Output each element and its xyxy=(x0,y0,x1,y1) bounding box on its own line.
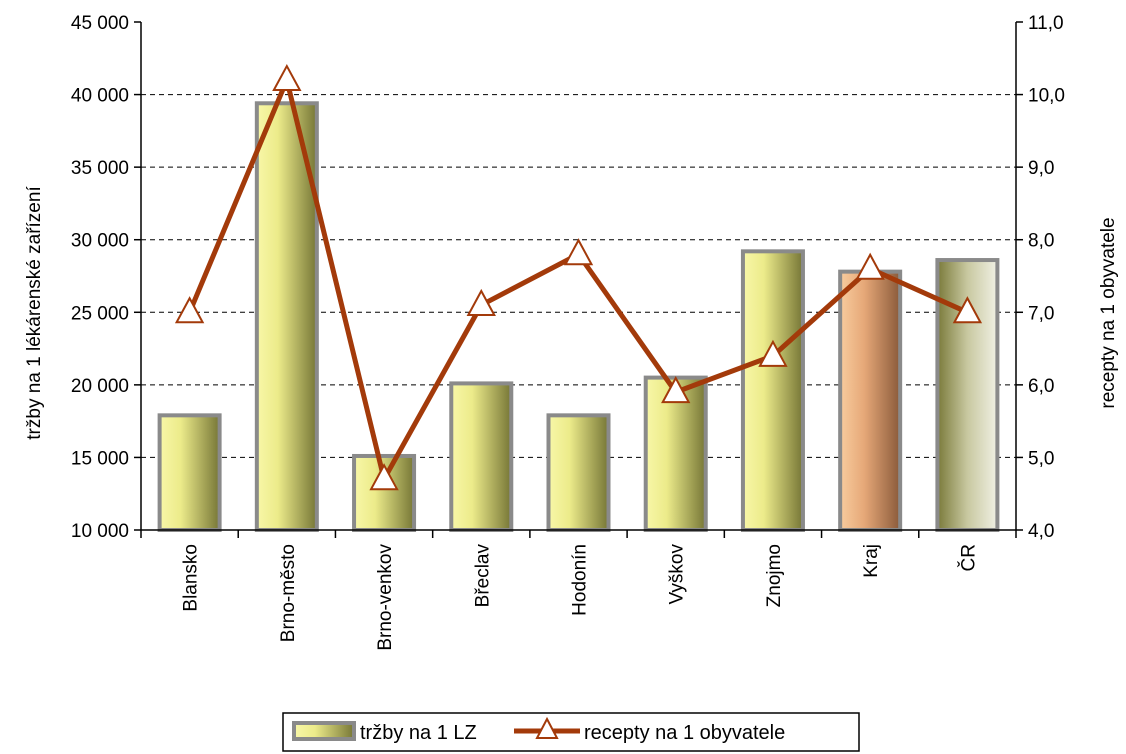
x-tick-label: Znojmo xyxy=(764,544,785,607)
y-tick-label-left: 45 000 xyxy=(71,13,129,34)
tick-labels: 10 000 15 000 20 000 25 000 30 000 35 000 40 0… xyxy=(71,13,1065,651)
y-tick-label-left: 25 000 xyxy=(71,303,129,324)
data-point-marker xyxy=(272,63,302,92)
bar xyxy=(157,413,222,532)
x-tick-label: Blansko xyxy=(181,544,202,612)
x-tick-label: Břeclav xyxy=(472,544,493,608)
x-tick-label: Brno-venkov xyxy=(375,544,396,651)
axes xyxy=(134,21,1023,538)
y-tick-label-right: 9,0 xyxy=(1028,158,1054,179)
legend-swatch-trzby xyxy=(292,721,356,741)
y-tick-label-left: 40 000 xyxy=(71,86,129,107)
y-tick-label-right: 11,0 xyxy=(1028,13,1064,34)
data-point-marker xyxy=(174,296,205,324)
legend-label-recepty: recepty na 1 obyvatele xyxy=(584,722,785,744)
x-tick-label: Kraj xyxy=(861,544,882,578)
data-point-marker xyxy=(466,288,496,317)
data-point-marker xyxy=(758,339,788,367)
bar xyxy=(546,413,611,532)
y-axis-title-right: recepty na 1 obyvatele xyxy=(1098,217,1119,408)
y-tick-label-left: 20 000 xyxy=(71,376,129,397)
y-tick-label-right: 4,0 xyxy=(1028,521,1054,542)
y-tick-label-left: 15 000 xyxy=(71,448,129,469)
x-tick-label: ČR xyxy=(957,544,979,571)
y-tick-label-right: 10,0 xyxy=(1028,86,1065,107)
data-point-marker xyxy=(855,252,885,280)
bar xyxy=(838,269,903,532)
legend-box xyxy=(282,712,860,752)
bar xyxy=(449,381,514,532)
x-tick-label: Hodonín xyxy=(570,544,591,616)
line-series-recepty xyxy=(174,63,983,491)
data-point-marker xyxy=(563,238,594,266)
x-tick-label: Brno-město xyxy=(278,544,299,642)
x-tick-label: Vyškov xyxy=(667,544,688,605)
y-tick-label-left: 10 000 xyxy=(71,521,129,542)
bar xyxy=(740,249,805,532)
y-tick-label-right: 8,0 xyxy=(1028,231,1054,252)
legend: tržby na 1 LZ recepty na 1 obyvatele xyxy=(282,712,860,752)
data-point-marker xyxy=(952,296,983,324)
y-tick-label-right: 5,0 xyxy=(1028,448,1054,469)
y-tick-label-right: 6,0 xyxy=(1028,376,1054,397)
y-axis-title-left: tržby na 1 lékárenské zařízení xyxy=(24,186,45,440)
y-tick-label-right: 7,0 xyxy=(1028,303,1054,324)
y-tick-label-left: 30 000 xyxy=(71,231,129,252)
data-point-marker xyxy=(369,463,399,491)
data-point-marker xyxy=(661,376,691,404)
y-tick-label-left: 35 000 xyxy=(71,158,129,179)
legend-swatch-recepty-marker xyxy=(535,716,559,739)
legend-label-trzby: tržby na 1 LZ xyxy=(360,722,477,744)
